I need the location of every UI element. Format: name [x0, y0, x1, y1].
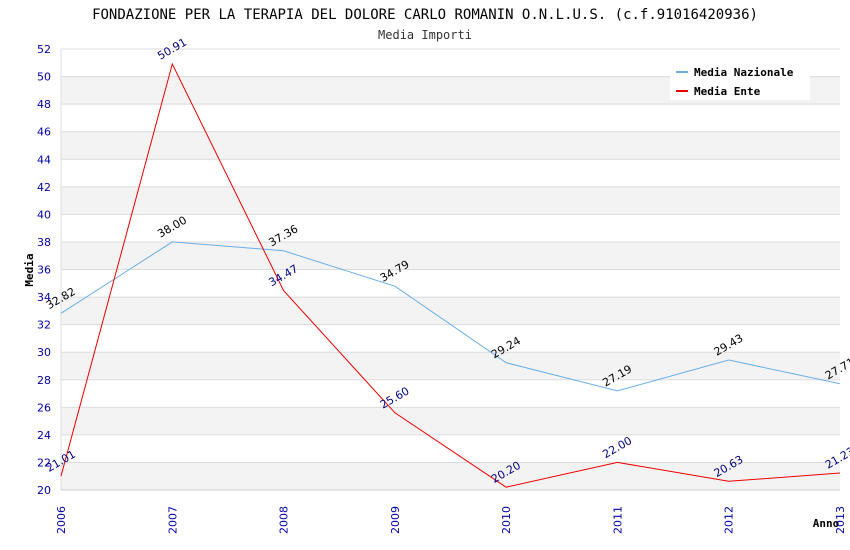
grid-band	[61, 297, 840, 325]
y-tick-label: 32	[37, 319, 51, 332]
legend-label: Media Ente	[694, 85, 761, 98]
y-tick-label: 22	[37, 456, 51, 469]
y-tick-label: 44	[37, 153, 51, 166]
x-tick-label: 2013	[834, 506, 847, 534]
y-tick-label: 36	[37, 264, 51, 277]
y-tick-label: 46	[37, 126, 51, 139]
y-axis-ticks: 20 22 24 26 28 30 32 34 36 38 40 42 44 46 48 50 52	[37, 43, 51, 497]
series-line	[60, 62, 841, 488]
y-tick-label: 28	[37, 374, 51, 387]
x-tick-label: 2006	[55, 506, 68, 534]
grid-band	[61, 462, 840, 490]
grid-band	[61, 324, 840, 353]
grid-band	[61, 186, 840, 215]
x-tick-label: 2011	[611, 506, 624, 534]
y-tick-label: 50	[37, 71, 51, 84]
legend-label: Media Nazionale	[694, 66, 794, 79]
x-tick-label: 2012	[723, 506, 736, 534]
grid-band	[61, 352, 840, 380]
x-axis-label: Anno	[813, 517, 840, 530]
y-tick-label: 30	[37, 346, 51, 359]
y-tick-label: 52	[37, 43, 51, 56]
y-tick-label: 40	[37, 208, 51, 221]
y-tick-label: 20	[37, 484, 51, 497]
grid-band	[61, 131, 840, 160]
chart-title: FONDAZIONE PER LA TERAPIA DEL DOLORE CAR…	[92, 7, 758, 23]
x-tick-label: 2010	[500, 506, 513, 534]
grid-band	[61, 241, 840, 270]
x-tick-label: 2008	[278, 506, 291, 534]
y-tick-label: 42	[37, 181, 51, 194]
grid-band	[61, 407, 840, 435]
grid-band	[61, 159, 840, 187]
y-tick-label: 26	[37, 401, 51, 414]
legend-box	[670, 60, 810, 100]
y-tick-label: 48	[37, 98, 51, 111]
grid-band	[61, 214, 840, 242]
series-lines	[60, 62, 841, 488]
chart-subtitle: Media Importi	[378, 28, 472, 42]
plot-background	[60, 48, 840, 491]
y-axis-label: Media	[23, 253, 36, 286]
x-tick-label: 2009	[389, 506, 402, 534]
grid-band	[61, 104, 840, 132]
x-tick-label: 2007	[166, 506, 179, 534]
grid-band	[61, 434, 840, 463]
y-tick-label: 34	[37, 291, 51, 304]
y-tick-label: 24	[37, 429, 51, 442]
grid-band	[61, 379, 840, 408]
series-line	[60, 241, 841, 392]
legend: Media Nazionale Media Ente	[670, 60, 810, 100]
x-axis-ticks: 2006 2007 2008 2009 2010 2011 2012 2013	[55, 506, 847, 534]
y-tick-label: 38	[37, 236, 51, 249]
grid-band	[61, 269, 840, 298]
